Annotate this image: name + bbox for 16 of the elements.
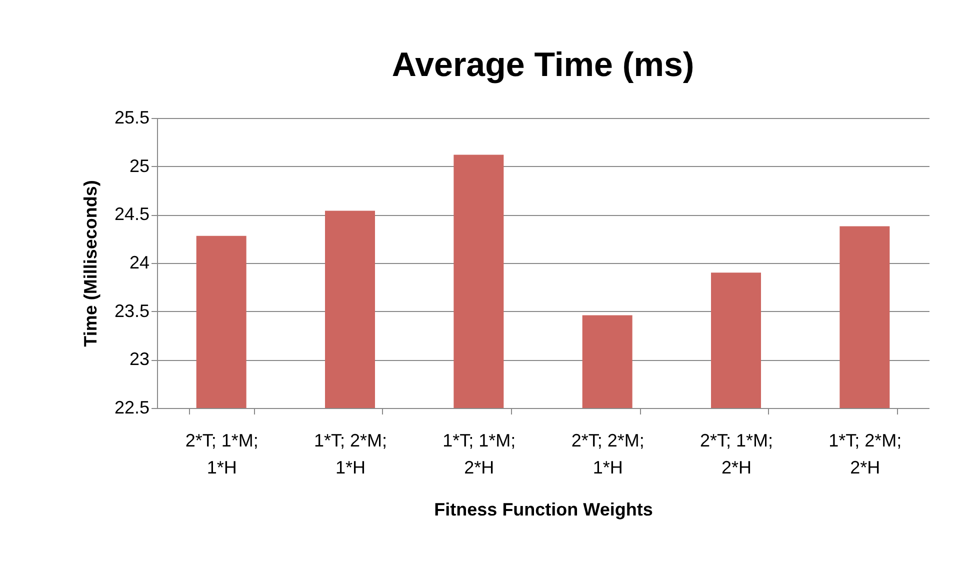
x-tick-label: 2*T; 2*M; 1*H bbox=[571, 430, 644, 478]
y-tick-label: 25 bbox=[129, 156, 150, 176]
y-tick-label: 25.5 bbox=[114, 108, 150, 128]
y-tick-label: 22.5 bbox=[114, 398, 150, 418]
x-tick-label: 2*T; 1*M; 1*H bbox=[185, 430, 258, 478]
y-tick-label: 24.5 bbox=[114, 204, 150, 224]
y-tick-label: 23 bbox=[129, 349, 150, 370]
x-axis-title: Fitness Function Weights bbox=[434, 500, 653, 520]
y-tick-label: 24 bbox=[129, 252, 150, 272]
x-tick-label: 1*T; 2*M; 2*H bbox=[828, 430, 902, 478]
y-axis-title: Time (Milliseconds) bbox=[80, 180, 100, 347]
x-tick-label: 2*T; 1*M; 2*H bbox=[700, 430, 774, 478]
chart-title: Average Time (ms) bbox=[392, 46, 694, 84]
x-tick-label: 1*T; 1*M; 2*H bbox=[442, 430, 516, 478]
y-tick-label: 23.5 bbox=[114, 300, 150, 321]
x-tick-label: 1*T; 2*M; 1*H bbox=[314, 430, 388, 478]
